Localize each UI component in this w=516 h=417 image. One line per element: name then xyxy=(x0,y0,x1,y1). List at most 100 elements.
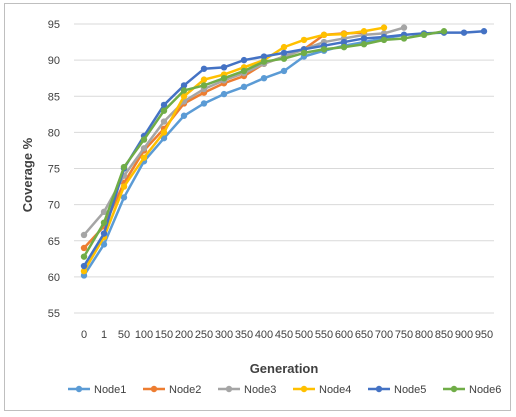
x-tick-labels: 0 1 50 100 150 200 250 300 350 400 450 500 550 600 650… xyxy=(81,329,493,341)
data-point xyxy=(220,90,228,98)
data-point xyxy=(360,41,368,48)
x-axis-title: Generation xyxy=(250,361,319,376)
data-point xyxy=(380,24,388,31)
data-point xyxy=(360,28,368,35)
data-point xyxy=(380,36,388,44)
data-point xyxy=(280,55,288,62)
series-node6 xyxy=(80,28,448,260)
series-node3 xyxy=(80,24,408,239)
y-tick-label: 70 xyxy=(48,200,60,212)
y-tick-label: 90 xyxy=(48,55,60,67)
data-point xyxy=(160,118,168,125)
data-point xyxy=(160,101,168,109)
data-point xyxy=(220,64,228,71)
legend-item: Node1 xyxy=(68,384,126,396)
data-point xyxy=(300,36,308,44)
data-point xyxy=(260,58,268,65)
data-point xyxy=(360,35,368,42)
data-point xyxy=(180,93,188,100)
legend-marker xyxy=(75,385,83,393)
data-point xyxy=(180,82,188,89)
legend-label: Node6 xyxy=(469,384,501,396)
data-point xyxy=(160,129,168,136)
data-point xyxy=(240,56,248,64)
data-point xyxy=(80,244,88,252)
data-point xyxy=(120,183,128,190)
chart-frame xyxy=(4,3,511,411)
data-point xyxy=(100,230,108,237)
data-point xyxy=(140,154,148,161)
data-point xyxy=(240,83,248,91)
legend-label: Node4 xyxy=(319,384,351,396)
data-point xyxy=(480,28,488,35)
data-point xyxy=(140,145,148,152)
y-tick-label: 65 xyxy=(48,236,60,248)
data-point xyxy=(400,24,408,31)
x-tick-label: 100 xyxy=(135,329,153,341)
gridlines xyxy=(74,23,494,314)
data-point xyxy=(280,67,288,75)
data-point xyxy=(320,31,328,39)
legend-label: Node3 xyxy=(244,384,276,396)
x-tick-label: 700 xyxy=(375,329,393,341)
x-tick-label: 850 xyxy=(435,329,453,341)
legend-item: Node2 xyxy=(143,384,201,396)
data-point xyxy=(200,100,208,107)
x-tick-label: 900 xyxy=(455,329,473,341)
data-point xyxy=(120,163,128,171)
legend-item: Node6 xyxy=(443,384,501,396)
x-tick-label: 800 xyxy=(415,329,433,341)
y-tick-label: 55 xyxy=(48,308,60,320)
series-node5 xyxy=(80,28,488,270)
x-tick-label: 950 xyxy=(475,329,493,341)
legend-marker xyxy=(375,385,383,393)
data-point xyxy=(280,43,288,51)
data-point xyxy=(120,194,128,201)
data-point xyxy=(200,65,208,72)
legend-item: Node5 xyxy=(368,384,426,396)
data-point xyxy=(260,53,268,60)
x-tick-label: 150 xyxy=(155,329,173,341)
y-tick-label: 95 xyxy=(48,19,60,31)
legend-marker xyxy=(450,385,458,393)
data-point xyxy=(340,43,348,51)
x-tick-label: 400 xyxy=(255,329,273,341)
legend-marker xyxy=(300,385,308,393)
x-tick-label: 600 xyxy=(335,329,353,341)
data-point xyxy=(80,253,88,260)
x-tick-label: 350 xyxy=(235,329,253,341)
data-point xyxy=(160,134,168,142)
data-point xyxy=(340,38,348,46)
legend-marker xyxy=(150,385,158,393)
data-point xyxy=(320,46,328,53)
x-tick-label: 250 xyxy=(195,329,213,341)
data-point xyxy=(100,241,108,248)
x-tick-label: 450 xyxy=(275,329,293,341)
data-point xyxy=(100,208,108,216)
data-point xyxy=(280,49,288,57)
legend-item: Node4 xyxy=(293,384,351,396)
data-point xyxy=(140,136,148,143)
data-point xyxy=(260,74,268,82)
series-node4 xyxy=(80,24,388,275)
data-point xyxy=(240,67,248,75)
data-point xyxy=(80,262,88,270)
legend-label: Node2 xyxy=(169,384,201,396)
y-tick-label: 60 xyxy=(48,272,60,284)
data-point xyxy=(200,82,208,89)
legend-item: Node3 xyxy=(218,384,276,396)
data-point xyxy=(300,49,308,57)
series-line xyxy=(82,26,385,272)
y-tick-label: 85 xyxy=(48,91,60,103)
y-tick-label: 75 xyxy=(48,164,60,176)
x-tick-label: 300 xyxy=(215,329,233,341)
legend-marker xyxy=(225,385,233,393)
x-tick-label: 1 xyxy=(101,329,107,341)
x-tick-label: 550 xyxy=(315,329,333,341)
data-point xyxy=(160,107,168,114)
x-tick-label: 650 xyxy=(355,329,373,341)
x-tick-label: 200 xyxy=(175,329,193,341)
x-tick-label: 50 xyxy=(118,329,130,341)
legend-label: Node1 xyxy=(94,384,126,396)
